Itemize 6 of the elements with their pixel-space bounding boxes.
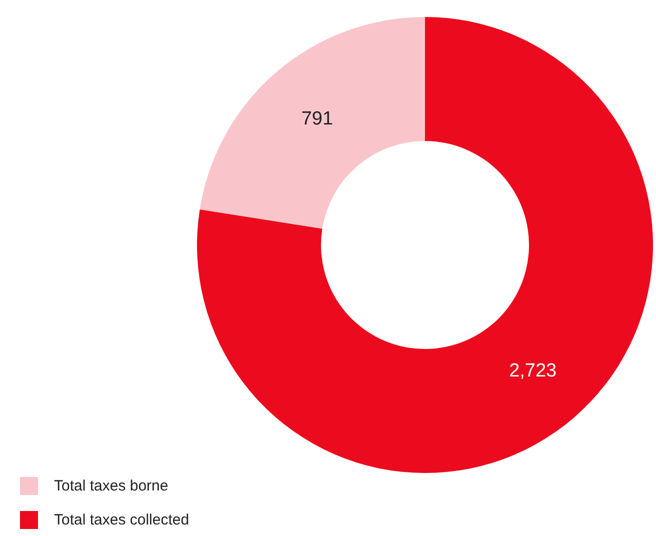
data-label: 2,723 (509, 360, 557, 382)
donut-slice (197, 17, 653, 473)
data-label: 791 (301, 108, 334, 130)
donut-slice (200, 17, 425, 229)
legend-label: Total taxes collected (54, 512, 190, 528)
legend-label: Total taxes borne (54, 478, 168, 494)
